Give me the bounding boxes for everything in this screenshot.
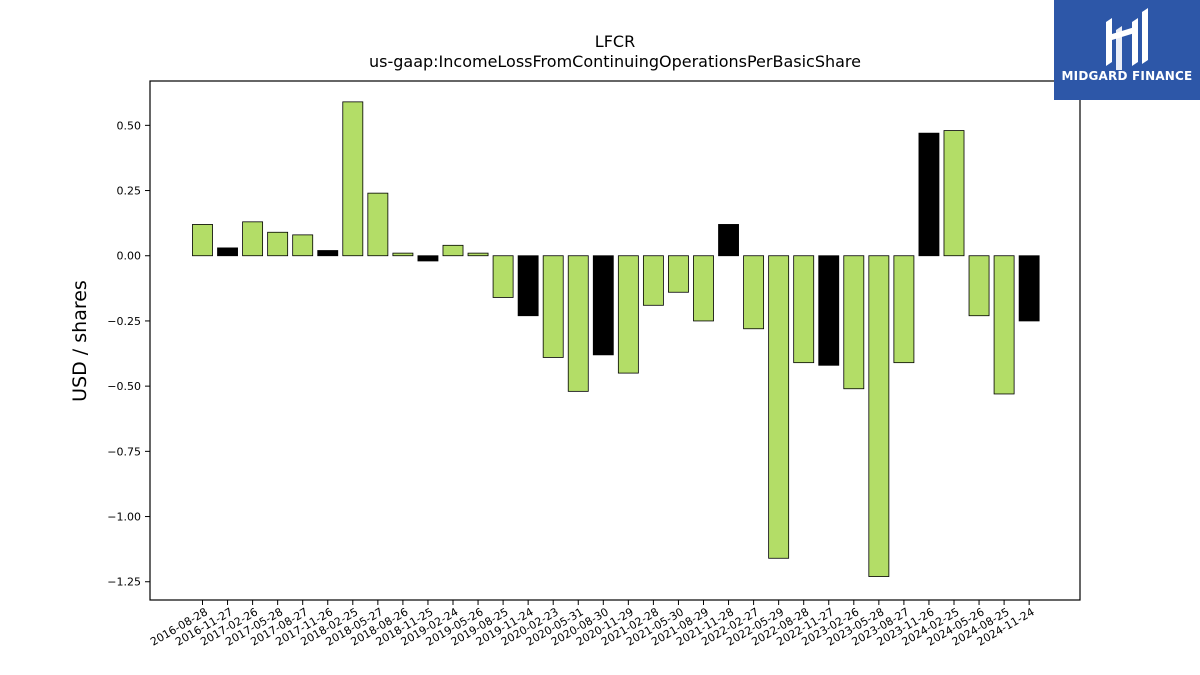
- y-tick-label: −0.75: [107, 445, 141, 458]
- midgard-logo-icon: [1106, 8, 1148, 70]
- bar-2020-05-31: [567, 255, 589, 392]
- y-axis: −1.25 −1.00 −0.75 −0.50 −0.25 0.00 0.25 0.50: [107, 119, 150, 589]
- bar-2016-08-28: [192, 224, 213, 257]
- bar-2021-02-28: [642, 255, 664, 306]
- midgard-finance-logo: MIDGARD FINANCE: [1054, 0, 1200, 100]
- bar-2021-11-28: [718, 224, 739, 257]
- bar-2020-11-29: [617, 255, 639, 374]
- y-tick-label: 0.50: [117, 119, 142, 132]
- bar-2023-11-26: [918, 132, 940, 257]
- y-tick-label: 0.25: [117, 185, 142, 198]
- bar-2021-05-30: [668, 255, 689, 293]
- y-tick-label: −0.50: [107, 380, 141, 393]
- bar-2021-08-29: [693, 255, 714, 322]
- chart-title: LFCR: [594, 32, 636, 51]
- bar-2024-05-26: [968, 255, 990, 317]
- bar-2022-02-27: [743, 255, 765, 330]
- bar-2023-05-28: [868, 255, 890, 577]
- bar-2019-11-24: [517, 255, 539, 317]
- y-tick-label: 0.00: [117, 250, 142, 263]
- bars: [192, 101, 1040, 577]
- bar-2024-08-25: [993, 255, 1015, 395]
- bar-2018-08-26: [392, 252, 414, 257]
- bar-2022-08-28: [793, 255, 815, 364]
- bar-2024-11-24: [1018, 255, 1040, 322]
- logo-text: MIDGARD FINANCE: [1061, 69, 1193, 83]
- y-tick-label: −0.25: [107, 315, 141, 328]
- bar-2022-11-27: [818, 255, 840, 366]
- bar-2017-05-28: [267, 231, 289, 257]
- y-axis-label: USD / shares: [69, 280, 91, 402]
- bar-2018-02-25: [342, 101, 364, 257]
- bar-2020-02-23: [542, 255, 564, 358]
- bar-2018-05-27: [367, 192, 389, 257]
- bar-2016-11-27: [217, 247, 238, 257]
- bar-2022-05-29: [768, 255, 790, 559]
- x-axis: 2016-08-282016-11-272017-02-262017-05-28…: [148, 600, 1037, 649]
- bar-2023-08-27: [893, 255, 915, 364]
- bar-2017-02-26: [242, 221, 264, 257]
- bar-2017-08-27: [292, 234, 314, 257]
- bar-2018-11-25: [417, 255, 439, 262]
- plot-frame: [149, 80, 1081, 601]
- chart-subtitle: us-gaap:IncomeLossFromContinuingOperatio…: [368, 52, 861, 71]
- y-tick-label: −1.00: [107, 511, 141, 524]
- bar-2017-11-26: [317, 250, 339, 257]
- y-tick-label: −1.25: [107, 576, 141, 589]
- bar-2020-08-30: [592, 255, 614, 356]
- bar-2024-02-25: [943, 130, 965, 257]
- bar-2019-05-26: [467, 252, 489, 257]
- bar-2019-02-24: [442, 244, 464, 257]
- bar-2019-08-25: [492, 255, 514, 298]
- bar-2023-02-26: [843, 255, 865, 390]
